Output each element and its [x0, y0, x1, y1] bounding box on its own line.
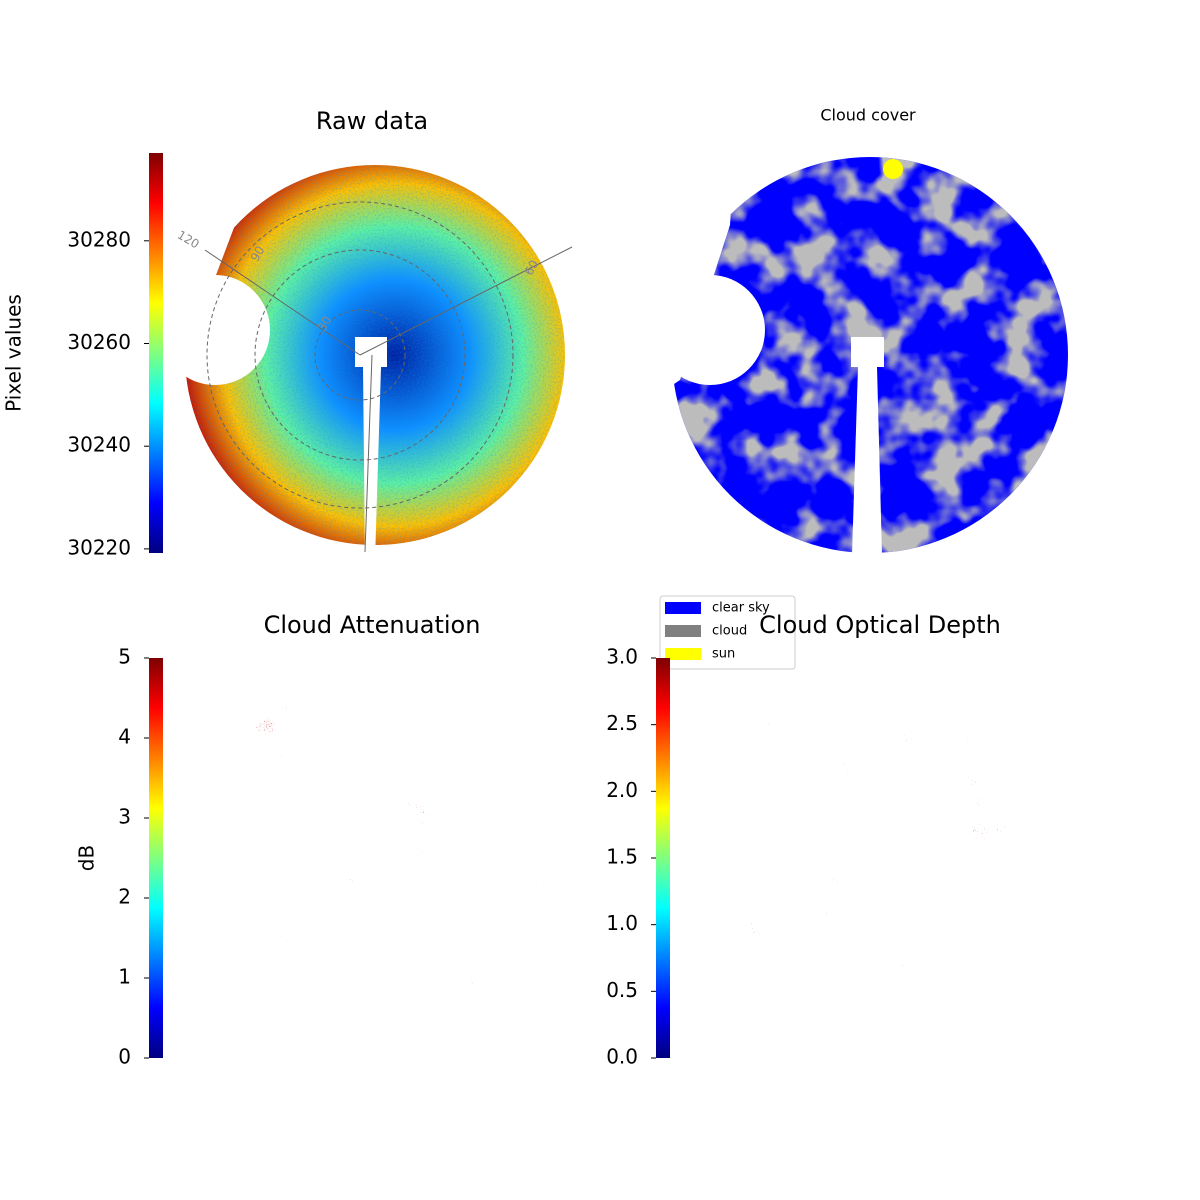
colorbar [656, 658, 670, 1058]
colorbar-tick-label: 30220 [67, 535, 131, 559]
radial-label: 30 [315, 314, 335, 334]
colorbar-tick-label: 3.0 [606, 645, 638, 669]
legend-swatch [665, 625, 701, 637]
legend-swatch [665, 602, 701, 614]
legend-label: cloud [712, 624, 747, 639]
radial-label: 60 [522, 258, 542, 278]
panel-title: Raw data [316, 107, 428, 135]
colorbar [149, 658, 163, 1058]
sun-marker [883, 159, 903, 179]
colorbar-tick-label: 2.0 [606, 778, 638, 802]
colorbar-tick-label: 3 [118, 805, 131, 829]
radial-label: 90 [248, 244, 268, 264]
colorbar-tick-label: 2 [118, 885, 131, 909]
panel-title: Cloud Attenuation [264, 611, 481, 639]
legend-swatch [665, 648, 701, 660]
colorbar-tick-label: 1.5 [606, 845, 638, 869]
colorbar-tick-label: 0.5 [606, 978, 638, 1002]
colorbar-label: dB [75, 845, 99, 871]
polar-grid [204, 201, 573, 553]
colorbar [149, 153, 163, 553]
legend-label: clear sky [712, 601, 770, 616]
colorbar-label: Pixel values [2, 294, 26, 412]
colorbar-tick-label: 0.0 [606, 1045, 638, 1069]
colorbar-tick-label: 30240 [67, 433, 131, 457]
colorbar-tick-label: 1.0 [606, 911, 638, 935]
colorbar-tick-label: 2.5 [606, 711, 638, 735]
panel-title: Cloud Optical Depth [759, 611, 1001, 639]
colorbar-tick-label: 1 [118, 965, 131, 989]
legend-label: sun [712, 647, 735, 662]
colorbar-tick-label: 30280 [67, 227, 131, 251]
panel-title: Cloud cover [820, 106, 916, 125]
colorbar-tick-label: 4 [118, 725, 131, 749]
colorbar-tick-label: 5 [118, 645, 131, 669]
mask [160, 150, 893, 1050]
colorbar-tick-label: 0 [118, 1045, 131, 1069]
colorbar-tick-label: 30260 [67, 330, 131, 354]
